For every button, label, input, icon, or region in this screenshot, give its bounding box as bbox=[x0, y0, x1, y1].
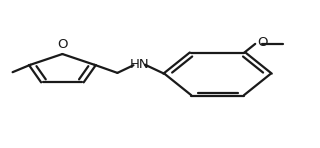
Text: O: O bbox=[257, 36, 267, 49]
Text: HN: HN bbox=[129, 58, 149, 71]
Text: O: O bbox=[57, 38, 68, 51]
